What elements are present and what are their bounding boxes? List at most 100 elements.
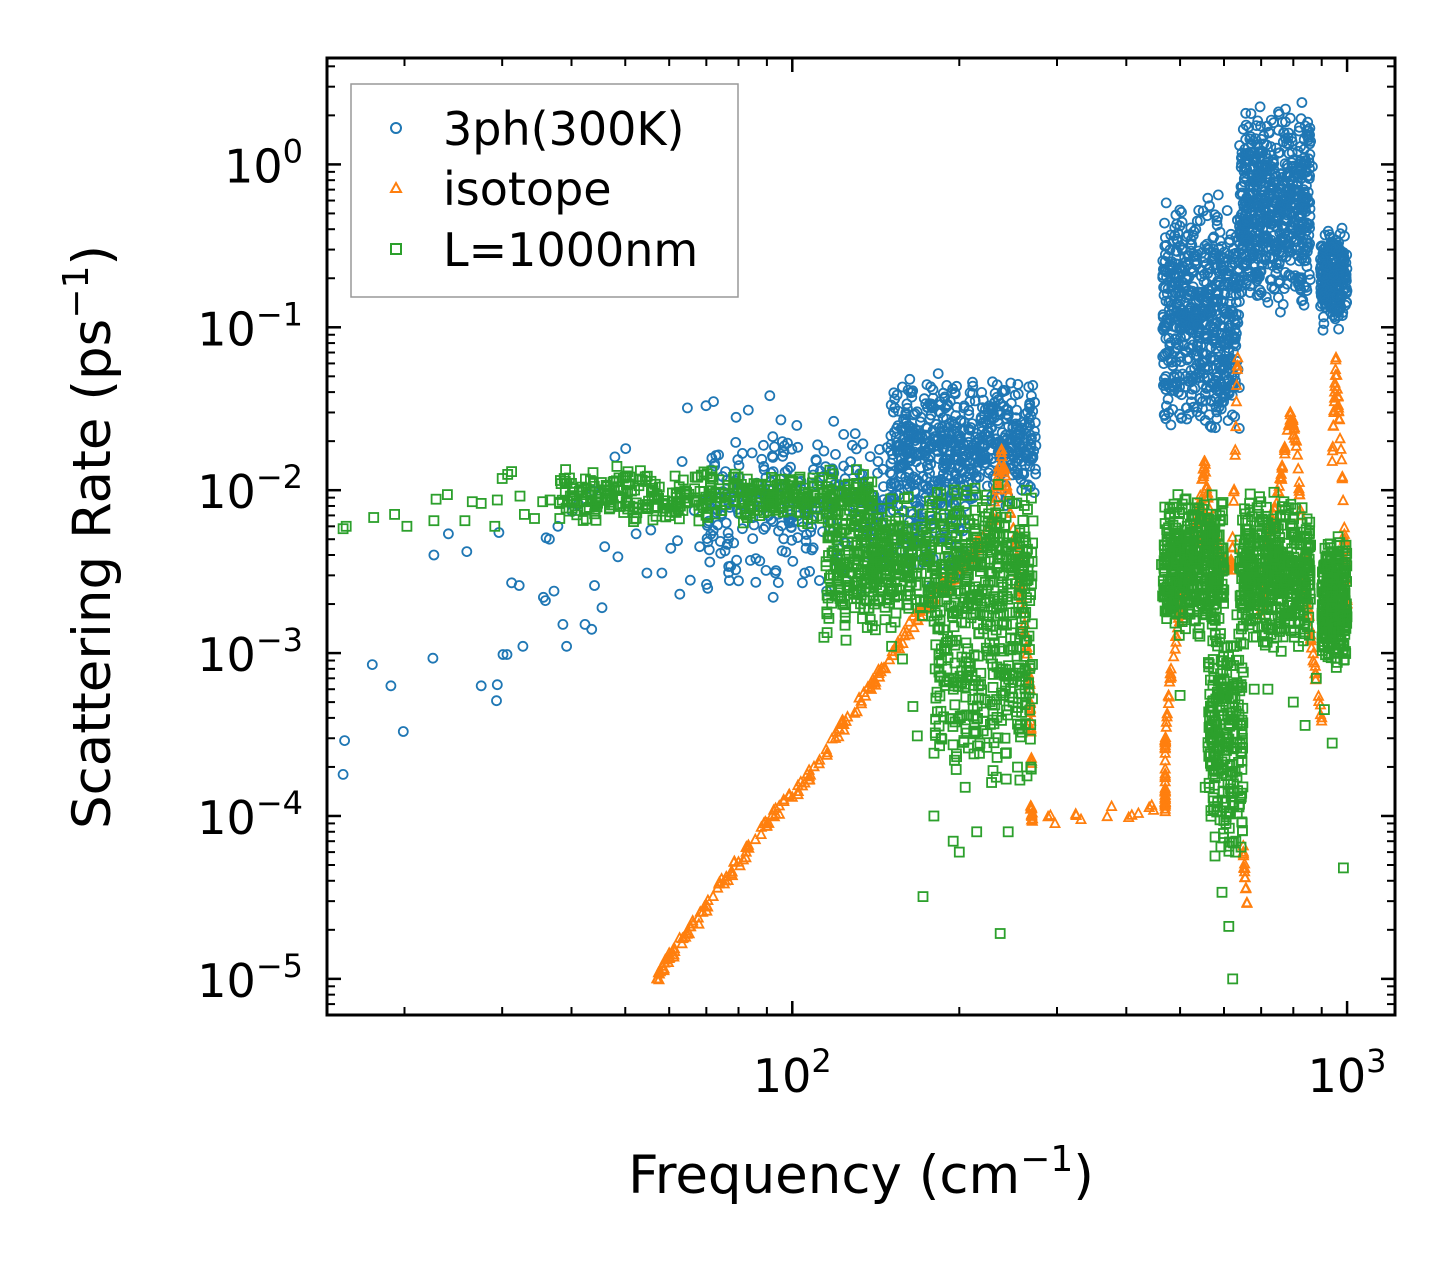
3ph-point [906,391,918,403]
3ph-point [905,387,916,399]
3ph-point [1159,217,1170,229]
3ph-point [1266,281,1278,293]
3ph-point [1194,358,1206,370]
3ph-point [776,520,788,532]
3ph-point [1208,231,1220,243]
3ph-point [969,395,981,407]
3ph-point [1158,373,1170,385]
3ph-point [1181,413,1193,425]
3ph-point [1211,367,1223,379]
3ph-point [1192,341,1203,353]
3ph-point [750,576,762,588]
3ph-point [1218,396,1229,408]
3ph-point [1255,120,1266,132]
3ph-point [1268,283,1280,295]
3ph-point [1209,252,1221,264]
3ph-point [630,528,642,540]
3ph-point [1262,296,1274,308]
3ph-point [1193,204,1205,216]
3ph-point [1185,222,1197,234]
3ph-point [1030,463,1041,475]
3ph-point [758,439,769,451]
3ph-point [1171,369,1183,381]
3ph-point [612,551,624,563]
3ph-point [442,528,454,540]
3ph-point [976,386,988,398]
3ph-point [963,409,975,421]
3ph-point [1261,120,1273,132]
3ph-point [1010,418,1022,430]
boundary-point [950,764,962,775]
3ph-point [1157,272,1169,283]
3ph-point [1191,329,1203,341]
3ph-point [770,565,782,576]
3ph-point [756,453,768,465]
3ph-point [656,567,668,579]
3ph-point [1160,248,1171,260]
3ph-point [1020,432,1032,444]
3ph-point [1301,261,1313,273]
3ph-point [1024,397,1036,409]
3ph-point [899,437,911,449]
boundary-point [947,739,959,751]
3ph-point [792,532,803,543]
3ph-point [1168,235,1179,247]
3ph-point [397,726,409,737]
boundary-point [1017,515,1029,526]
3ph-point [963,423,974,435]
3ph-point [1211,406,1223,418]
3ph-point [599,541,611,553]
3ph-point [1217,335,1229,347]
3ph-point [730,436,742,448]
isotope-point [707,889,720,901]
3ph-point [1005,377,1017,389]
3ph-point [1278,127,1289,139]
3ph-point [707,530,719,542]
3ph-point [1226,331,1238,343]
3ph-point [1254,101,1266,113]
boundary-point [949,699,961,711]
3ph-point [872,456,884,467]
3ph-point [1317,324,1329,336]
boundary-point [1000,773,1012,785]
3ph-point [674,588,686,600]
3ph-point [767,431,779,443]
boundary-point [1027,515,1039,527]
3ph-point [684,574,696,586]
3ph-point [747,533,759,544]
3ph-point [641,567,653,579]
3ph-point [1295,273,1307,285]
3ph-point [1208,302,1220,314]
3ph-point [1333,323,1344,335]
3ph-point [927,425,939,436]
3ph-point [1186,389,1197,401]
3ph-point [912,432,923,444]
3ph-point [745,555,756,566]
3ph-point [475,680,487,692]
3ph-point [951,380,962,392]
3ph-point [902,402,913,414]
3ph-point [1229,411,1241,423]
3ph-point [665,542,677,554]
3ph-point [885,445,896,457]
3ph-point [722,538,733,550]
3ph-point [889,393,901,405]
3ph-point [838,428,850,440]
3ph-point [894,439,906,451]
3ph-point [1164,309,1175,321]
3ph-point [787,555,799,567]
3ph-point [1163,345,1175,357]
3ph-point [828,415,840,427]
3ph-point [921,379,933,391]
3ph-point [943,422,954,433]
3ph-point [937,412,949,424]
3ph-point [903,468,915,479]
3ph-point [1243,121,1255,133]
3ph-point [971,427,982,439]
3ph-point [1159,282,1171,294]
3ph-point [385,680,397,692]
3ph-point [968,467,980,479]
3ph-point [1024,419,1036,431]
3ph-point [1024,460,1036,472]
